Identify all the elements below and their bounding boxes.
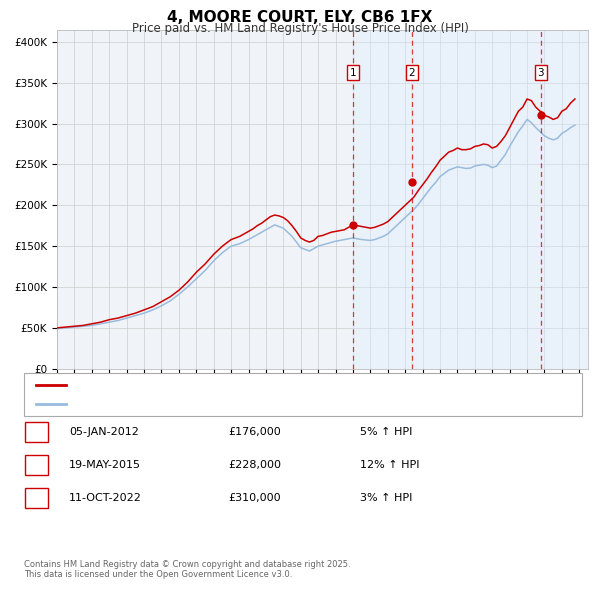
Bar — [541, 30, 588, 369]
Text: 3: 3 — [33, 493, 40, 503]
Text: £228,000: £228,000 — [228, 460, 281, 470]
Text: HPI: Average price, semi-detached house, East Cambridgeshire: HPI: Average price, semi-detached house,… — [72, 399, 388, 409]
Bar — [412, 30, 541, 369]
Text: 19-MAY-2015: 19-MAY-2015 — [69, 460, 141, 470]
Text: Price paid vs. HM Land Registry's House Price Index (HPI): Price paid vs. HM Land Registry's House … — [131, 22, 469, 35]
Text: 3% ↑ HPI: 3% ↑ HPI — [360, 493, 412, 503]
Text: 11-OCT-2022: 11-OCT-2022 — [69, 493, 142, 503]
Text: 4, MOORE COURT, ELY, CB6 1FX (semi-detached house): 4, MOORE COURT, ELY, CB6 1FX (semi-detac… — [72, 380, 349, 390]
Text: 3: 3 — [538, 68, 544, 78]
Text: £310,000: £310,000 — [228, 493, 281, 503]
Text: £176,000: £176,000 — [228, 427, 281, 437]
Text: 2: 2 — [33, 460, 40, 470]
Text: 1: 1 — [350, 68, 356, 78]
Text: Contains HM Land Registry data © Crown copyright and database right 2025.
This d: Contains HM Land Registry data © Crown c… — [24, 560, 350, 579]
Text: 4, MOORE COURT, ELY, CB6 1FX: 4, MOORE COURT, ELY, CB6 1FX — [167, 10, 433, 25]
Text: 1: 1 — [33, 427, 40, 437]
Text: 05-JAN-2012: 05-JAN-2012 — [69, 427, 139, 437]
Text: 12% ↑ HPI: 12% ↑ HPI — [360, 460, 419, 470]
Text: 2: 2 — [409, 68, 415, 78]
Text: 5% ↑ HPI: 5% ↑ HPI — [360, 427, 412, 437]
Bar — [353, 30, 412, 369]
